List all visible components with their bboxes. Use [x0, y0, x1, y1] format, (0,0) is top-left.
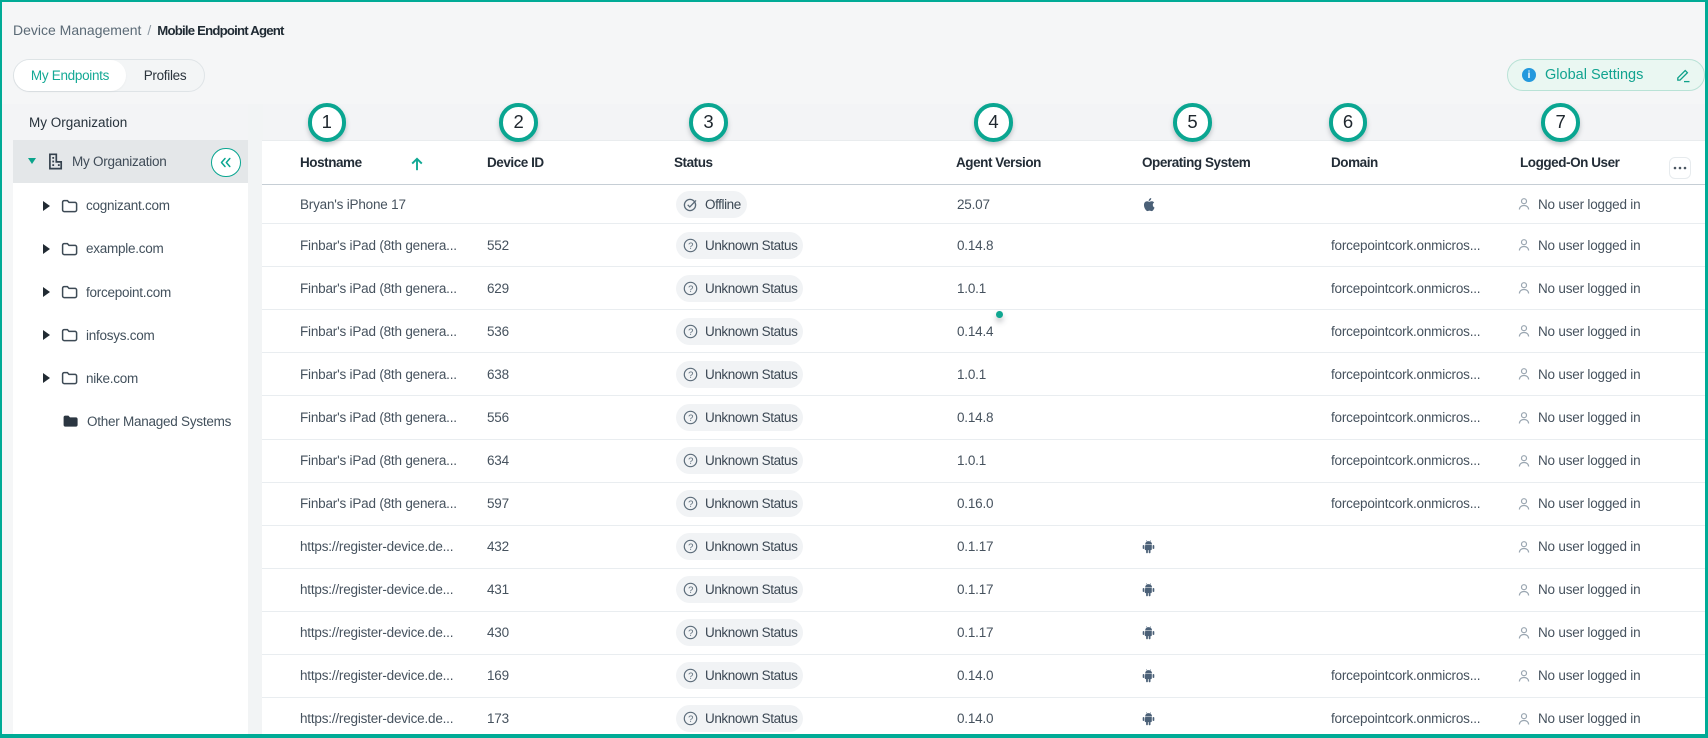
- svg-text:?: ?: [688, 542, 693, 553]
- svg-text:?: ?: [688, 585, 693, 596]
- svg-text:?: ?: [688, 671, 693, 682]
- svg-text:?: ?: [688, 714, 693, 725]
- svg-text:?: ?: [688, 327, 693, 338]
- svg-text:?: ?: [688, 456, 693, 467]
- svg-text:?: ?: [688, 370, 693, 381]
- svg-text:?: ?: [688, 628, 693, 639]
- svg-text:?: ?: [688, 241, 693, 252]
- svg-text:?: ?: [688, 499, 693, 510]
- svg-text:?: ?: [688, 413, 693, 424]
- svg-text:?: ?: [688, 284, 693, 295]
